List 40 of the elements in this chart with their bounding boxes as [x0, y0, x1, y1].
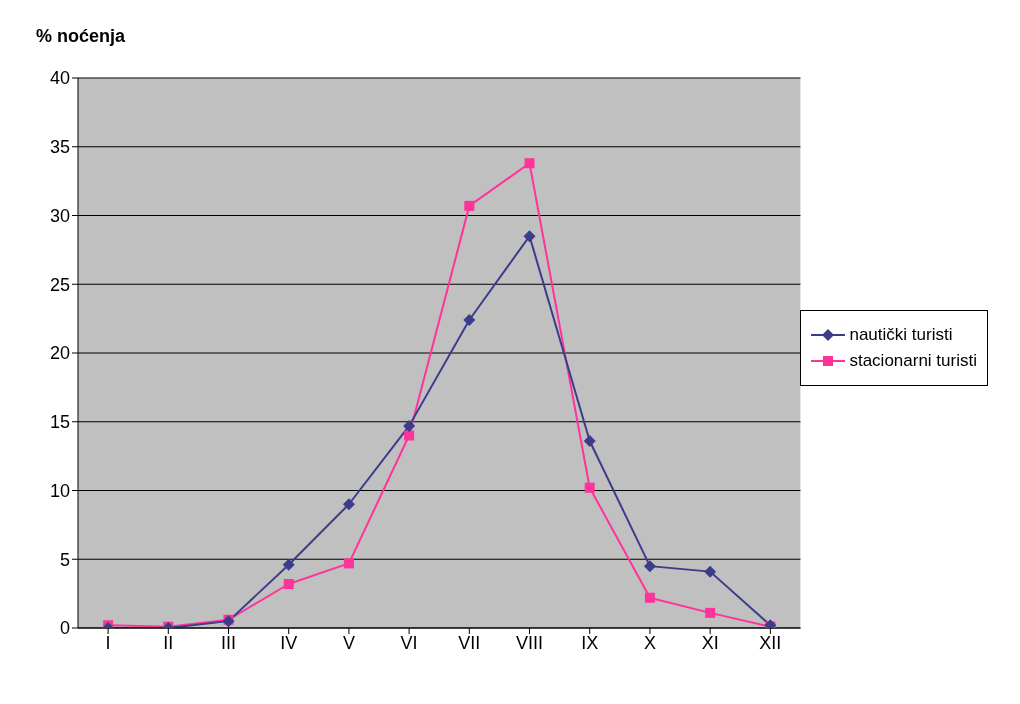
- legend-label: stacionarni turisti: [849, 351, 977, 371]
- y-tick-label: 10: [49, 480, 70, 501]
- point: [342, 498, 355, 511]
- point: [283, 579, 294, 589]
- x-tick-label: VIII: [516, 632, 544, 653]
- x-tick-label: XI: [701, 632, 719, 653]
- x-tick-label: III: [221, 632, 237, 653]
- x-tick-label: I: [105, 632, 111, 653]
- x-tick-label: VII: [458, 632, 481, 653]
- point: [705, 607, 716, 618]
- y-tick-label: 40: [49, 68, 70, 89]
- y-tick-label: 15: [49, 412, 70, 433]
- x-tick-label: IX: [581, 632, 599, 653]
- point: [584, 482, 595, 493]
- point: [403, 419, 416, 432]
- point: [282, 558, 295, 571]
- x-tick-label: XII: [759, 632, 782, 653]
- y-tick-label: 35: [49, 137, 70, 158]
- x-tick-label: X: [643, 632, 656, 653]
- point: [464, 200, 475, 211]
- point: [583, 435, 596, 447]
- point: [523, 230, 536, 243]
- x-tick-label: V: [342, 632, 355, 653]
- y-tick-label: 5: [59, 549, 70, 570]
- point: [643, 560, 656, 573]
- point: [463, 314, 476, 326]
- point: [704, 565, 717, 578]
- point: [343, 558, 354, 569]
- y-tick-label: 20: [49, 343, 70, 364]
- y-axis-title: % noćenja: [36, 26, 126, 47]
- y-tick-label: 30: [49, 205, 70, 226]
- x-tick-label: II: [163, 632, 174, 653]
- x-tick-label: VI: [400, 632, 418, 653]
- point: [404, 430, 415, 441]
- legend-label: nautički turisti: [849, 325, 953, 345]
- point: [524, 158, 535, 169]
- y-tick-label: 0: [59, 618, 70, 639]
- point: [644, 592, 655, 603]
- x-tick-label: IV: [280, 632, 298, 653]
- y-tick-label: 25: [49, 274, 70, 295]
